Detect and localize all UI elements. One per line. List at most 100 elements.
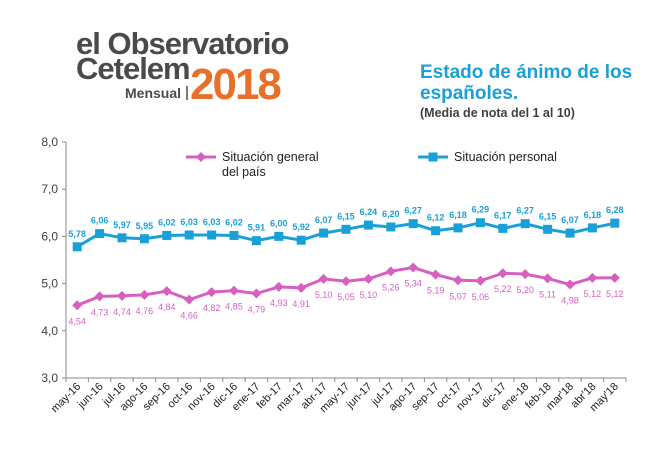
y-tick-label: 3,0 xyxy=(41,371,58,385)
data-label: 5,78 xyxy=(68,229,86,239)
data-point xyxy=(453,275,463,286)
data-label: 6,27 xyxy=(404,206,422,216)
data-point xyxy=(318,273,329,284)
data-label: 4,98 xyxy=(561,296,579,306)
data-label: 5,07 xyxy=(449,291,467,301)
data-point xyxy=(319,228,329,238)
series-situacion-general: 4,54 4,73 4,74 4,76 4,84 4,66 4,82 4,85 4,79 4,93… xyxy=(68,262,624,326)
data-label: 6,07 xyxy=(561,215,579,225)
data-label: 5,91 xyxy=(248,223,266,233)
data-label: 6,17 xyxy=(494,210,512,220)
data-point xyxy=(475,275,486,286)
data-label: 5,95 xyxy=(136,221,154,231)
data-label: 6,29 xyxy=(472,205,490,215)
legend-marker xyxy=(428,152,438,162)
data-point xyxy=(520,219,530,229)
data-label: 6,18 xyxy=(449,210,467,220)
y-tick-label: 5,0 xyxy=(41,277,58,291)
data-point xyxy=(139,289,150,300)
data-label: 5,92 xyxy=(292,222,310,232)
data-point xyxy=(72,300,83,311)
logo-year: 2018 xyxy=(190,60,281,109)
data-point xyxy=(117,290,127,301)
data-label: 5,10 xyxy=(360,290,378,300)
data-point xyxy=(229,285,239,296)
data-label: 5,12 xyxy=(606,289,624,299)
data-label: 4,54 xyxy=(68,316,86,326)
data-point xyxy=(251,236,261,246)
data-label: 6,03 xyxy=(180,217,198,227)
legend-label: del país xyxy=(222,165,266,179)
data-point xyxy=(542,273,553,284)
data-point xyxy=(94,291,105,302)
data-point xyxy=(385,266,396,277)
legend-item-situacion-personal: Situación personal xyxy=(418,150,557,164)
data-label: 6,15 xyxy=(539,211,557,221)
data-label: 5,10 xyxy=(315,290,333,300)
data-label: 6,02 xyxy=(158,217,176,227)
data-point xyxy=(273,281,284,292)
data-label: 6,03 xyxy=(203,217,221,227)
data-label: 4,84 xyxy=(158,302,176,312)
data-point xyxy=(587,272,598,283)
data-label: 5,97 xyxy=(113,220,131,230)
data-point xyxy=(430,269,441,280)
data-point xyxy=(497,268,508,279)
x-axis-ticks: may-16jun-16jul-16ago-16sep-16oct-16nov-… xyxy=(49,378,627,415)
legend-marker xyxy=(196,152,206,162)
data-point xyxy=(453,223,463,233)
data-point xyxy=(609,272,620,283)
data-point xyxy=(386,222,396,232)
data-point xyxy=(162,230,172,240)
data-point xyxy=(565,228,575,238)
data-label: 6,07 xyxy=(315,215,333,225)
data-label: 4,74 xyxy=(113,307,131,317)
data-point xyxy=(139,234,149,244)
data-label: 6,15 xyxy=(337,211,355,221)
data-label: 6,00 xyxy=(270,218,288,228)
data-point xyxy=(296,282,307,293)
x-tick-label: jun-17 xyxy=(344,381,375,412)
data-label: 6,28 xyxy=(606,205,624,215)
data-point xyxy=(161,286,172,297)
x-tick-label: jun-16 xyxy=(75,381,106,412)
chart-subtitle: (Media de nota del 1 al 10) xyxy=(420,106,575,120)
data-point xyxy=(363,220,373,230)
series-situacion-personal: 5,78 6,06 5,97 5,95 6,02 6,03 6,03 6,02 5,91 6,00… xyxy=(68,205,624,252)
data-label: 4,66 xyxy=(180,311,198,321)
data-label: 4,79 xyxy=(248,305,266,315)
data-label: 5,26 xyxy=(382,282,400,292)
legend-label: Situación personal xyxy=(454,150,557,164)
y-tick-label: 6,0 xyxy=(41,229,58,243)
data-label: 5,05 xyxy=(337,292,355,302)
data-label: 4,93 xyxy=(270,298,288,308)
data-point xyxy=(341,276,351,287)
data-label: 4,85 xyxy=(225,302,243,312)
data-point xyxy=(565,279,575,290)
x-tick-label: may-16 xyxy=(49,381,83,415)
data-label: 5,11 xyxy=(539,289,556,299)
chart-series: 4,54 4,73 4,74 4,76 4,84 4,66 4,82 4,85 4,79 4,93… xyxy=(68,205,623,327)
data-point xyxy=(408,262,419,273)
data-point xyxy=(117,233,127,243)
data-point xyxy=(95,229,105,239)
data-label: 6,12 xyxy=(427,213,445,223)
logo-line2: Cetelem xyxy=(76,51,190,86)
data-point xyxy=(498,223,508,233)
data-point xyxy=(184,230,194,240)
data-point xyxy=(341,224,351,234)
data-point xyxy=(610,218,620,228)
logo-line1: el Observatorio xyxy=(76,26,288,61)
data-label: 5,19 xyxy=(427,286,445,296)
data-label: 6,24 xyxy=(360,207,378,217)
data-point xyxy=(274,231,284,241)
data-point xyxy=(207,230,217,240)
y-tick-label: 8,0 xyxy=(41,135,58,149)
data-label: 5,34 xyxy=(404,279,422,289)
data-label: 6,27 xyxy=(516,206,534,216)
data-point xyxy=(363,273,374,284)
data-label: 4,73 xyxy=(91,307,109,317)
y-tick-label: 7,0 xyxy=(41,182,58,196)
